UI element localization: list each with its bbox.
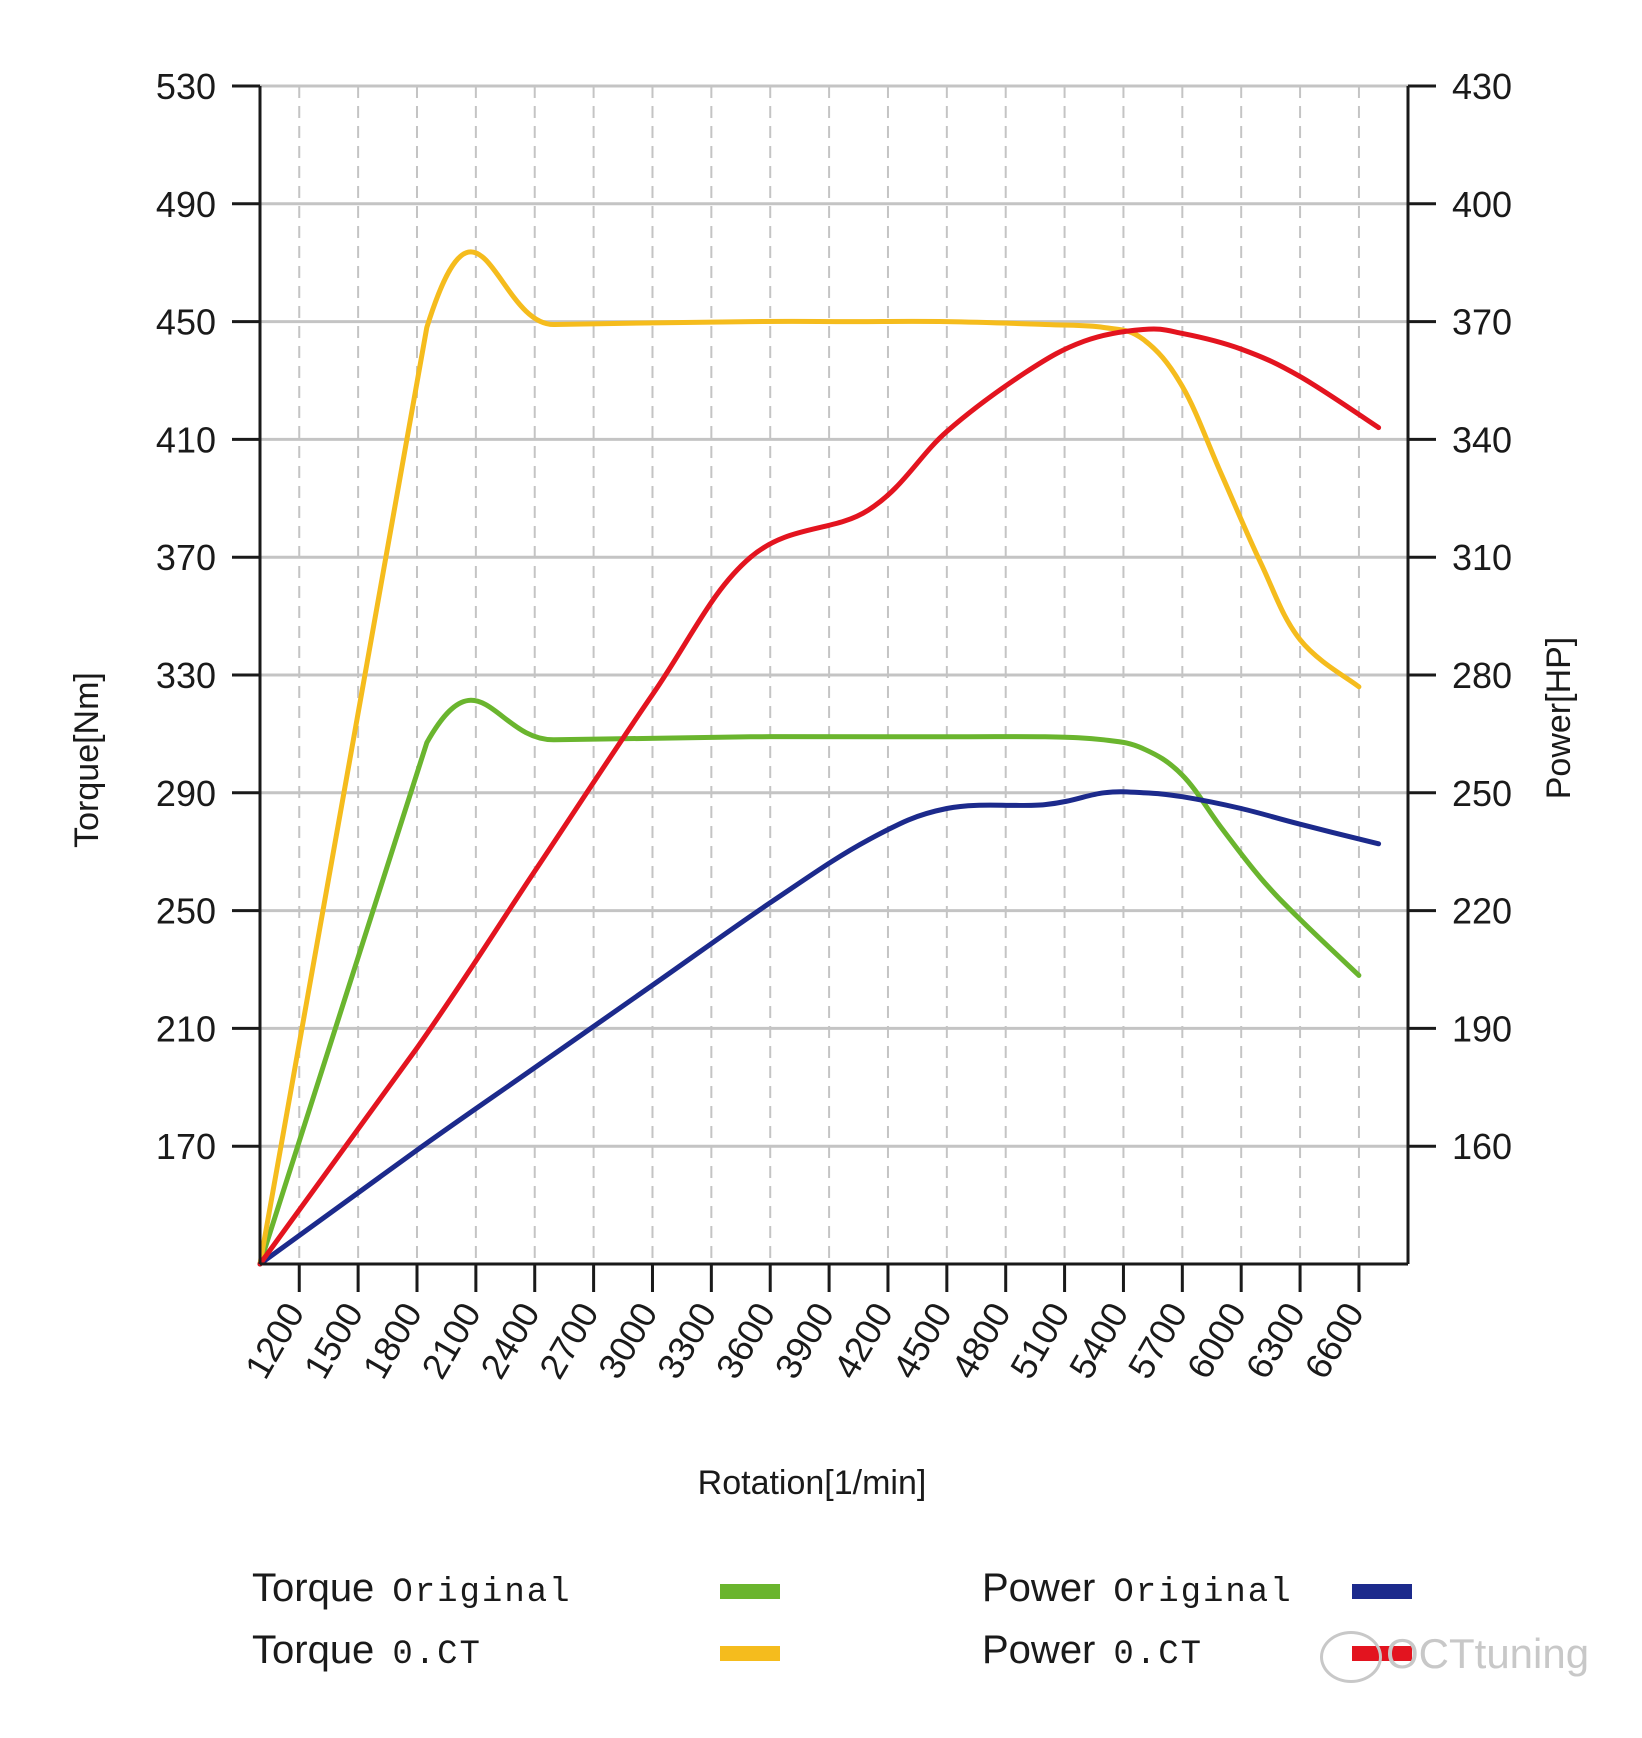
y-left-tick-label: 250 [156,891,216,932]
axes [232,84,1436,1292]
legend-swatch-torque-original [720,1584,780,1599]
x-tick-label: 2700 [531,1296,607,1386]
y-right-tick-label: 190 [1452,1008,1512,1049]
x-tick-label: 4800 [943,1296,1019,1386]
chat-bubble-icon [1320,1630,1382,1683]
watermark-text: OCTtuning [1386,1630,1590,1677]
y-axis-right-title: Power[HP] [1540,637,1578,800]
legend-main-text: Torque [252,1628,375,1672]
y-right-tick-label: 280 [1452,655,1512,696]
legend-main-text: Torque [252,1566,375,1610]
y-left-tick-label: 170 [156,1126,216,1167]
x-tick-label: 1200 [237,1296,313,1386]
grid [260,84,1408,1264]
x-tick-label: 5400 [1061,1296,1137,1386]
y-right-tick-label: 400 [1452,184,1512,225]
legend-label-torque-original: Torque Original [252,1566,572,1612]
x-tick-label: 1500 [295,1296,371,1386]
series-line-torque-0-ct [257,249,1362,1267]
series-line-torque-original [257,697,1362,1267]
x-tick-label: 2100 [413,1296,489,1386]
y-right-tick-label: 430 [1452,66,1512,107]
x-tick-label: 6600 [1296,1296,1372,1386]
x-tick-label: 4200 [825,1296,901,1386]
y-left-tick-label: 410 [156,419,216,460]
x-tick-label: 3000 [590,1296,666,1386]
legend-sub-text: 0.CT [392,1636,482,1674]
legend-main-text: Power [982,1628,1096,1672]
legend-label-power-oct: Power 0.CT [982,1628,1203,1674]
y-right-tick-label: 310 [1452,537,1512,578]
series-line-power-0-ct [257,326,1382,1267]
legend-sub-text: 0.CT [1113,1636,1204,1674]
y-right-tick-label: 250 [1452,773,1512,814]
x-axis-title: Rotation[1/min] [698,1464,927,1502]
legend-swatch-power-original [1352,1584,1412,1599]
legend-sub-text: Original [1113,1574,1293,1612]
legend-label-torque-oct: Torque 0.CT [252,1628,482,1674]
y-right-tick-label: 160 [1452,1126,1512,1167]
x-tick-label: 1800 [354,1296,430,1386]
x-tick-label: 5100 [1002,1296,1078,1386]
y-right-tick-label: 340 [1452,419,1512,460]
tick-labels: 170 210 250 290 330 370 410 450 490 530 160 190 220 2… [156,66,1512,1385]
legend-main-text: Power [982,1566,1096,1610]
watermark: OCTtuning [1320,1630,1589,1683]
x-tick-label: 3300 [649,1296,725,1386]
x-tick-label: 2400 [472,1296,548,1386]
y-right-tick-label: 370 [1452,302,1512,343]
x-tick-label: 6300 [1237,1296,1313,1386]
legend-swatch-torque-oct [720,1646,780,1661]
x-tick-label: 6000 [1179,1296,1255,1386]
y-left-tick-label: 450 [156,302,216,343]
x-tick-label: 3900 [766,1296,842,1386]
x-tick-label: 4500 [884,1296,960,1386]
series-line-power-original [257,789,1382,1267]
series-lines [257,249,1382,1267]
y-left-tick-label: 210 [156,1008,216,1049]
y-axis-left-title: Torque[Nm] [68,672,106,848]
legend-sub-text: Original [392,1574,572,1612]
y-left-tick-label: 490 [156,184,216,225]
y-left-tick-label: 330 [156,655,216,696]
y-left-tick-label: 290 [156,773,216,814]
y-right-tick-label: 220 [1452,891,1512,932]
y-left-tick-label: 370 [156,537,216,578]
legend-label-power-original: Power Original [982,1566,1293,1612]
y-left-tick-label: 530 [156,66,216,107]
x-tick-label: 3600 [708,1296,784,1386]
x-tick-label: 5700 [1120,1296,1196,1386]
